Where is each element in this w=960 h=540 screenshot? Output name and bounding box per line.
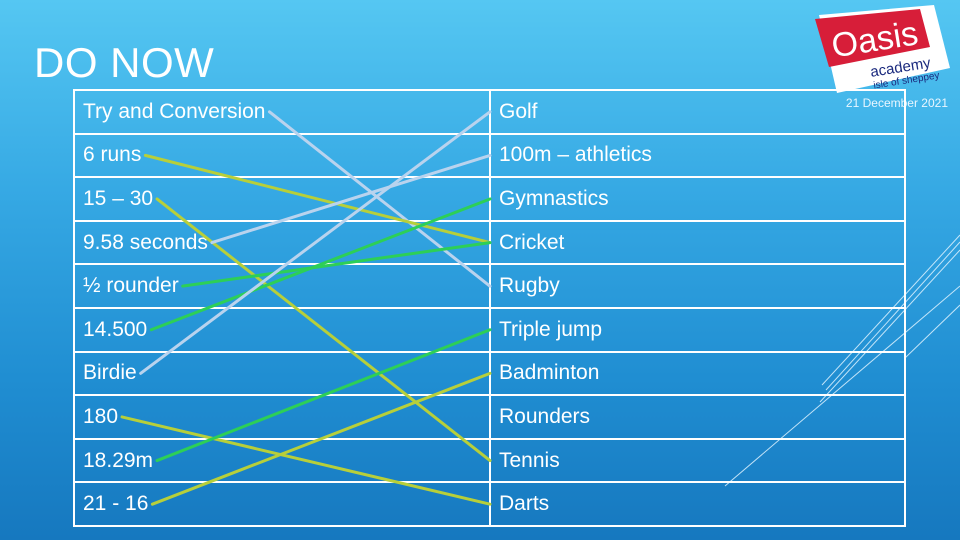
right-cell: Triple jump (489, 306, 906, 353)
matching-table: Try and Conversion Golf 6 runs 100m – athle… (73, 89, 906, 527)
right-cell: Badminton (489, 350, 906, 397)
left-cell: 180 (73, 394, 491, 440)
table-row: 9.58 seconds Cricket (73, 219, 906, 266)
right-cell: Golf (489, 89, 906, 135)
left-cell: Try and Conversion (73, 89, 491, 135)
table-row: ½ rounder Rugby (73, 263, 906, 309)
right-cell: Gymnastics (489, 176, 906, 222)
right-cell: Cricket (489, 219, 906, 266)
table-row: 14.500 Triple jump (73, 306, 906, 353)
oasis-academy-logo: Oasis academy isle of sheppey (815, 5, 950, 93)
table-row: 15 – 30 Gymnastics (73, 176, 906, 222)
right-cell: Tennis (489, 437, 906, 484)
table-row: 21 - 16 Darts (73, 481, 906, 527)
left-cell: 21 - 16 (73, 481, 491, 527)
table-row: Try and Conversion Golf (73, 89, 906, 135)
table-row: 6 runs 100m – athletics (73, 132, 906, 179)
table-row: Birdie Badminton (73, 350, 906, 397)
left-cell: 14.500 (73, 306, 491, 353)
left-cell: 6 runs (73, 132, 491, 179)
left-cell: 9.58 seconds (73, 219, 491, 266)
slide-title: DO NOW (34, 39, 215, 86)
right-cell: Rounders (489, 394, 906, 440)
table-row: 18.29m Tennis (73, 437, 906, 484)
right-cell: 100m – athletics (489, 132, 906, 179)
right-cell: Darts (489, 481, 906, 527)
right-cell: Rugby (489, 263, 906, 309)
left-cell: 15 – 30 (73, 176, 491, 222)
left-cell: Birdie (73, 350, 491, 397)
left-cell: ½ rounder (73, 263, 491, 309)
table-row: 180 Rounders (73, 394, 906, 440)
left-cell: 18.29m (73, 437, 491, 484)
